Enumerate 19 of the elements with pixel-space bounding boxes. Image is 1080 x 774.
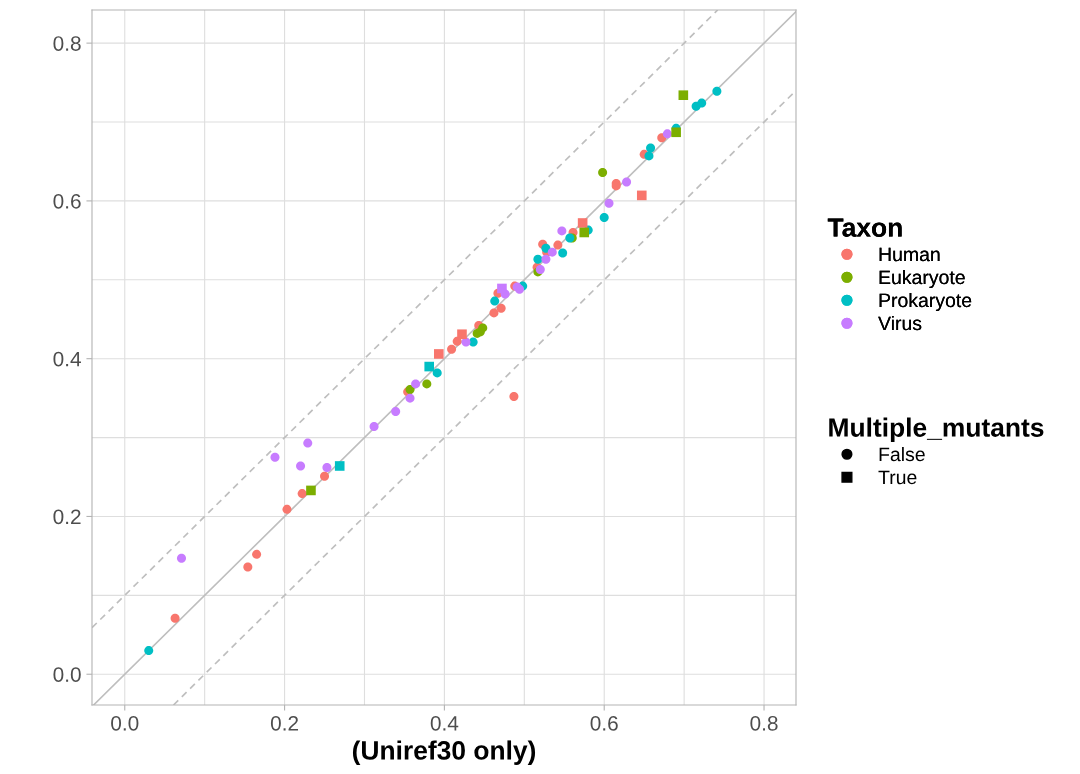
text: True xyxy=(878,470,917,485)
x-tick-label: 0.8 xyxy=(750,715,778,731)
x-tick-label: 0.2 xyxy=(270,715,299,731)
x-tick-label: 0.0 xyxy=(111,715,139,731)
text: Multiple_mutants xyxy=(829,417,1044,443)
y-tick-label: 0.4 xyxy=(53,351,81,367)
legend-title: Taxon xyxy=(827,218,902,237)
text: False xyxy=(879,446,925,462)
legend-label: Eukaryote xyxy=(879,269,965,289)
legend-label: Prokaryote xyxy=(879,292,972,312)
legend-label: Virus xyxy=(878,315,922,331)
legend-label: Human xyxy=(879,247,940,262)
y-tick-label: 0.6 xyxy=(53,193,81,209)
x-tick-label: 0.4 xyxy=(430,715,459,731)
x-axis-title: (Uniref30 only) xyxy=(352,740,536,765)
y-tick-label: 0.8 xyxy=(53,36,81,51)
x-tick-label: 0.6 xyxy=(590,715,618,731)
y-tick-label: 0.0 xyxy=(53,667,81,682)
y-tick-label: 0.2 xyxy=(53,509,81,525)
